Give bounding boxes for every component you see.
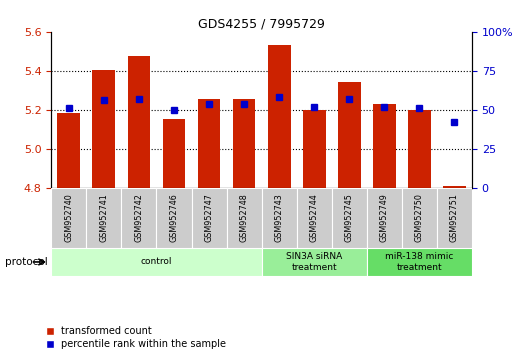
Text: GSM952746: GSM952746 bbox=[169, 193, 179, 242]
Bar bbox=[332, 188, 367, 248]
Bar bbox=[338, 82, 361, 188]
Text: GSM952742: GSM952742 bbox=[134, 193, 144, 242]
Bar bbox=[443, 186, 466, 188]
Bar bbox=[303, 110, 326, 188]
Text: GSM952743: GSM952743 bbox=[274, 193, 284, 242]
Text: GSM952740: GSM952740 bbox=[64, 193, 73, 242]
Bar bbox=[268, 45, 290, 188]
Bar bbox=[262, 248, 367, 276]
Text: GSM952748: GSM952748 bbox=[240, 193, 249, 242]
Legend: transformed count, percentile rank within the sample: transformed count, percentile rank withi… bbox=[46, 326, 226, 349]
Text: control: control bbox=[141, 257, 172, 267]
Bar bbox=[51, 188, 86, 248]
Bar bbox=[373, 104, 396, 188]
Bar bbox=[297, 188, 332, 248]
Bar bbox=[408, 110, 431, 188]
Bar bbox=[227, 188, 262, 248]
Text: GSM952749: GSM952749 bbox=[380, 193, 389, 242]
Text: protocol: protocol bbox=[5, 257, 48, 267]
Bar bbox=[367, 188, 402, 248]
Bar bbox=[156, 188, 191, 248]
Text: GSM952747: GSM952747 bbox=[205, 193, 213, 242]
Bar bbox=[191, 188, 227, 248]
Bar bbox=[86, 188, 122, 248]
Bar bbox=[198, 99, 221, 188]
Bar bbox=[233, 99, 255, 188]
Text: GSM952744: GSM952744 bbox=[310, 193, 319, 242]
Bar bbox=[262, 188, 297, 248]
Bar bbox=[402, 188, 437, 248]
Text: GSM952745: GSM952745 bbox=[345, 193, 354, 242]
Bar bbox=[128, 56, 150, 188]
Bar bbox=[437, 188, 472, 248]
Bar bbox=[367, 248, 472, 276]
Bar bbox=[163, 119, 185, 188]
Bar bbox=[92, 70, 115, 188]
Bar bbox=[122, 188, 156, 248]
Text: GSM952750: GSM952750 bbox=[415, 193, 424, 242]
Bar bbox=[51, 248, 262, 276]
Text: GSM952741: GSM952741 bbox=[100, 193, 108, 242]
Text: GSM952751: GSM952751 bbox=[450, 193, 459, 242]
Text: SIN3A siRNA
treatment: SIN3A siRNA treatment bbox=[286, 252, 342, 272]
Title: GDS4255 / 7995729: GDS4255 / 7995729 bbox=[198, 18, 325, 31]
Bar bbox=[57, 113, 80, 188]
Text: miR-138 mimic
treatment: miR-138 mimic treatment bbox=[385, 252, 453, 272]
